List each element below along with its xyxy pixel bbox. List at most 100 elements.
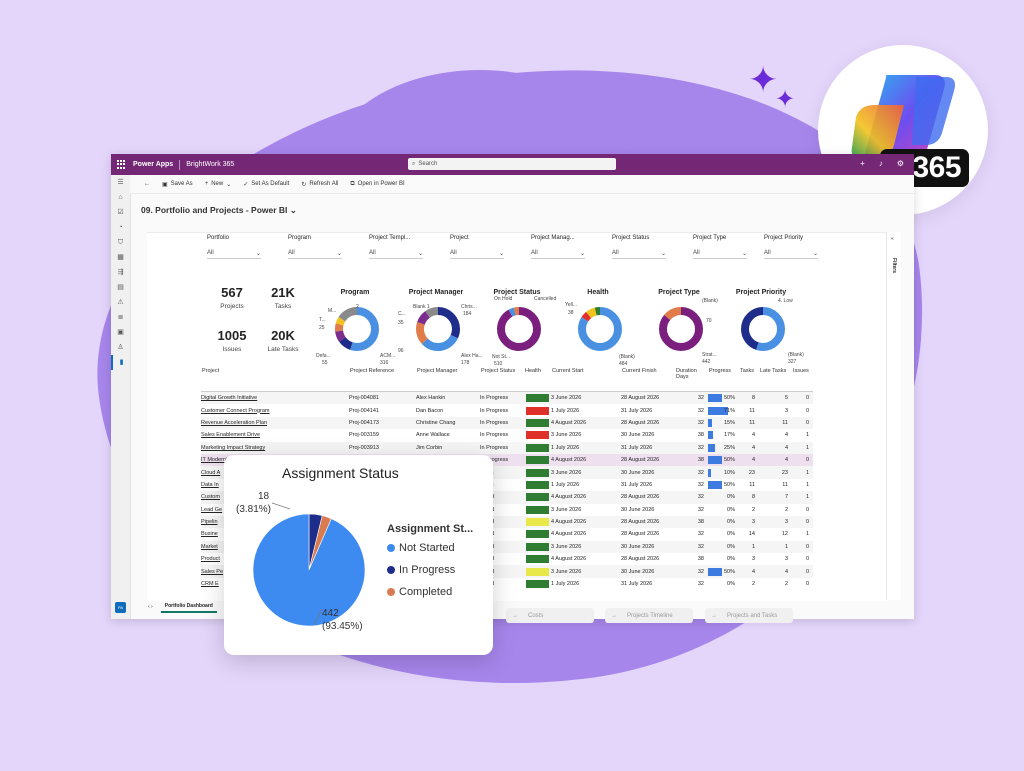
tasks-icon[interactable]: ☑ bbox=[117, 209, 124, 216]
donut-project-priority[interactable]: Project Priority 4. Low (Blank) 327 bbox=[721, 289, 804, 379]
slicer-dropdown[interactable]: All ⌄ bbox=[612, 248, 666, 259]
calendar-icon[interactable]: ▦ bbox=[117, 254, 124, 261]
cell-dur: 32 bbox=[675, 391, 708, 405]
column-header[interactable]: Health bbox=[524, 367, 551, 392]
table-row[interactable]: Sales Enablement Drive Proj-003159 Anne Wa… bbox=[201, 429, 813, 441]
cell-project[interactable]: Product bbox=[201, 556, 220, 563]
table-row[interactable]: Digital Growth Initiative Proj-004081 Alex… bbox=[201, 391, 813, 405]
column-header[interactable]: Late Tasks bbox=[759, 367, 792, 392]
nav-button-0[interactable]: → Costs bbox=[506, 608, 594, 623]
donut-project-status[interactable]: Project Status On Hold Cancelled Not St... 5… bbox=[477, 289, 557, 379]
search-input[interactable]: ⌕ Search bbox=[408, 158, 616, 170]
donut-segment[interactable] bbox=[416, 307, 460, 351]
cell-project[interactable]: Revenue Acceleration Plan bbox=[201, 416, 349, 430]
shield-icon[interactable]: ⛉ bbox=[117, 239, 124, 246]
column-header[interactable]: Duration Days bbox=[675, 367, 708, 392]
donut-project-manager[interactable]: Project Manager Blank 1 C... Chris... 184 35 9… bbox=[396, 289, 483, 379]
bell-icon[interactable]: ♪ bbox=[878, 159, 883, 168]
back-button[interactable]: ← bbox=[144, 181, 150, 187]
area-switcher[interactable]: PA bbox=[115, 602, 126, 613]
slicer-dropdown[interactable]: All ⌄ bbox=[693, 248, 747, 259]
nav-button-label: Costs bbox=[528, 612, 544, 619]
search-placeholder: Search bbox=[418, 161, 438, 167]
nav-button-1[interactable]: → Projects Timeline bbox=[605, 608, 693, 623]
cell-project[interactable]: Digital Growth Initiative bbox=[201, 391, 349, 405]
donut-segment[interactable] bbox=[416, 307, 460, 351]
column-header[interactable]: Progress bbox=[708, 367, 739, 392]
slicer-5[interactable]: Project Status All ⌄ bbox=[612, 235, 682, 259]
donut-segment[interactable] bbox=[335, 307, 379, 351]
slicer-4[interactable]: Project Manag... All ⌄ bbox=[531, 235, 601, 259]
briefcase-icon[interactable]: ▣ bbox=[117, 329, 124, 336]
page-title[interactable]: 09. Portfolio and Projects - Power BI ⌄ bbox=[141, 205, 297, 216]
cell-project[interactable]: Lead Ge bbox=[201, 506, 223, 513]
table-row[interactable]: Marketing Impact Strategy Proj-003913 Jim … bbox=[201, 441, 813, 454]
column-header[interactable]: Issues bbox=[792, 367, 813, 392]
slicer-dropdown[interactable]: All ⌄ bbox=[531, 248, 585, 259]
filters-pane[interactable]: « Filters bbox=[886, 232, 901, 600]
column-header[interactable]: Current Start bbox=[551, 367, 621, 392]
slicer-dropdown[interactable]: All ⌄ bbox=[450, 248, 504, 259]
column-header[interactable]: Project Status bbox=[480, 367, 524, 392]
add-icon[interactable]: + bbox=[860, 159, 865, 168]
org-icon[interactable]: ♙ bbox=[117, 344, 124, 351]
progress-fill bbox=[708, 406, 728, 415]
pie-slice-not-started[interactable] bbox=[252, 513, 366, 627]
column-header[interactable]: Current Finish bbox=[621, 367, 675, 392]
donut-segment[interactable] bbox=[416, 307, 460, 351]
slicer-dropdown[interactable]: All ⌄ bbox=[764, 248, 818, 259]
donut-segment[interactable] bbox=[497, 307, 541, 351]
donut-segment[interactable] bbox=[741, 307, 785, 351]
warning-icon[interactable]: ⚠ bbox=[117, 299, 124, 306]
nav-button-2[interactable]: → Projects and Tasks bbox=[705, 608, 793, 623]
set-default-button[interactable]: ✓ Set As Default bbox=[243, 181, 289, 188]
tab-portfolio-dashboard[interactable]: Portfolio Dashboard bbox=[160, 601, 217, 613]
cell-project[interactable]: Customer Connect Program bbox=[201, 407, 270, 414]
donut-segment[interactable] bbox=[578, 307, 622, 351]
slicer-6[interactable]: Project Type All ⌄ bbox=[693, 235, 763, 259]
donut-segment[interactable] bbox=[497, 307, 541, 351]
table-row[interactable]: Customer Connect Program Proj-004141 Dan B… bbox=[201, 404, 813, 416]
cell-project[interactable]: Data In bbox=[201, 481, 219, 488]
cell-project[interactable]: Sales Enablement Drive bbox=[201, 432, 261, 439]
donut-health[interactable]: Health Yell... 38 (Blank) 484 bbox=[558, 289, 638, 379]
document-icon[interactable]: ▤ bbox=[117, 284, 124, 291]
refresh-button[interactable]: ↻ Refresh All bbox=[301, 181, 338, 188]
list-icon[interactable]: ≣ bbox=[117, 314, 124, 321]
slicer-dropdown[interactable]: All ⌄ bbox=[207, 248, 261, 259]
slicer-3[interactable]: Project All ⌄ bbox=[450, 235, 520, 259]
cell-project[interactable]: Marketing Impact Strategy bbox=[201, 441, 349, 454]
slicer-dropdown[interactable]: All ⌄ bbox=[288, 248, 342, 259]
home-icon[interactable]: ⌂ bbox=[118, 194, 123, 201]
column-header[interactable]: Project Reference bbox=[349, 367, 416, 392]
donut-project-type[interactable]: Project Type (Blank) 70 Strat... 442 bbox=[639, 289, 719, 379]
open-powerbi-button[interactable]: ⧉ Open in Power BI bbox=[350, 181, 404, 188]
collapse-icon[interactable]: « bbox=[891, 236, 894, 242]
slicer-dropdown[interactable]: All ⌄ bbox=[369, 248, 423, 259]
menu-icon[interactable]: ☰ bbox=[117, 179, 124, 186]
report-icon[interactable]: ▮ bbox=[111, 355, 130, 370]
prev-page-icon[interactable]: ‹ › bbox=[148, 604, 153, 610]
assignment-status-card: Assignment Status 18 (3.81%) 442 (93.45%) … bbox=[224, 455, 493, 655]
donut-segment[interactable] bbox=[659, 307, 703, 351]
slicer-7[interactable]: Project Priority All ⌄ bbox=[764, 235, 834, 259]
slicer-1[interactable]: Program All ⌄ bbox=[288, 235, 358, 259]
cell-project[interactable]: Busine bbox=[201, 531, 218, 538]
table-row[interactable]: Revenue Acceleration Plan Proj-004173 Chri… bbox=[201, 416, 813, 430]
chart-pie-icon[interactable]: ◔ bbox=[118, 224, 123, 231]
gear-icon[interactable]: ⚙ bbox=[896, 159, 904, 168]
slicer-2[interactable]: Project Templ... All ⌄ bbox=[369, 235, 439, 259]
flow-icon[interactable]: ⇶ bbox=[117, 269, 124, 276]
donut-program[interactable]: Program M... 2 T... 25 Defa... 55 ACM... 316 bbox=[315, 289, 395, 379]
new-button[interactable]: + New ⌄ bbox=[205, 181, 232, 188]
save-as-button[interactable]: ▣ Save As bbox=[162, 181, 193, 188]
cell-finish: 31 July 2026 bbox=[621, 581, 653, 588]
donut-segment[interactable] bbox=[335, 307, 379, 351]
column-header[interactable]: Project bbox=[201, 367, 349, 392]
cell-dur: 32 bbox=[697, 407, 704, 414]
cell-project[interactable]: CRM E bbox=[201, 581, 219, 588]
column-header[interactable]: Project Manager bbox=[416, 367, 480, 392]
slicer-0[interactable]: Portfolio All ⌄ bbox=[207, 235, 277, 259]
column-header[interactable]: Tasks bbox=[739, 367, 759, 392]
app-launcher-icon[interactable] bbox=[117, 159, 127, 170]
